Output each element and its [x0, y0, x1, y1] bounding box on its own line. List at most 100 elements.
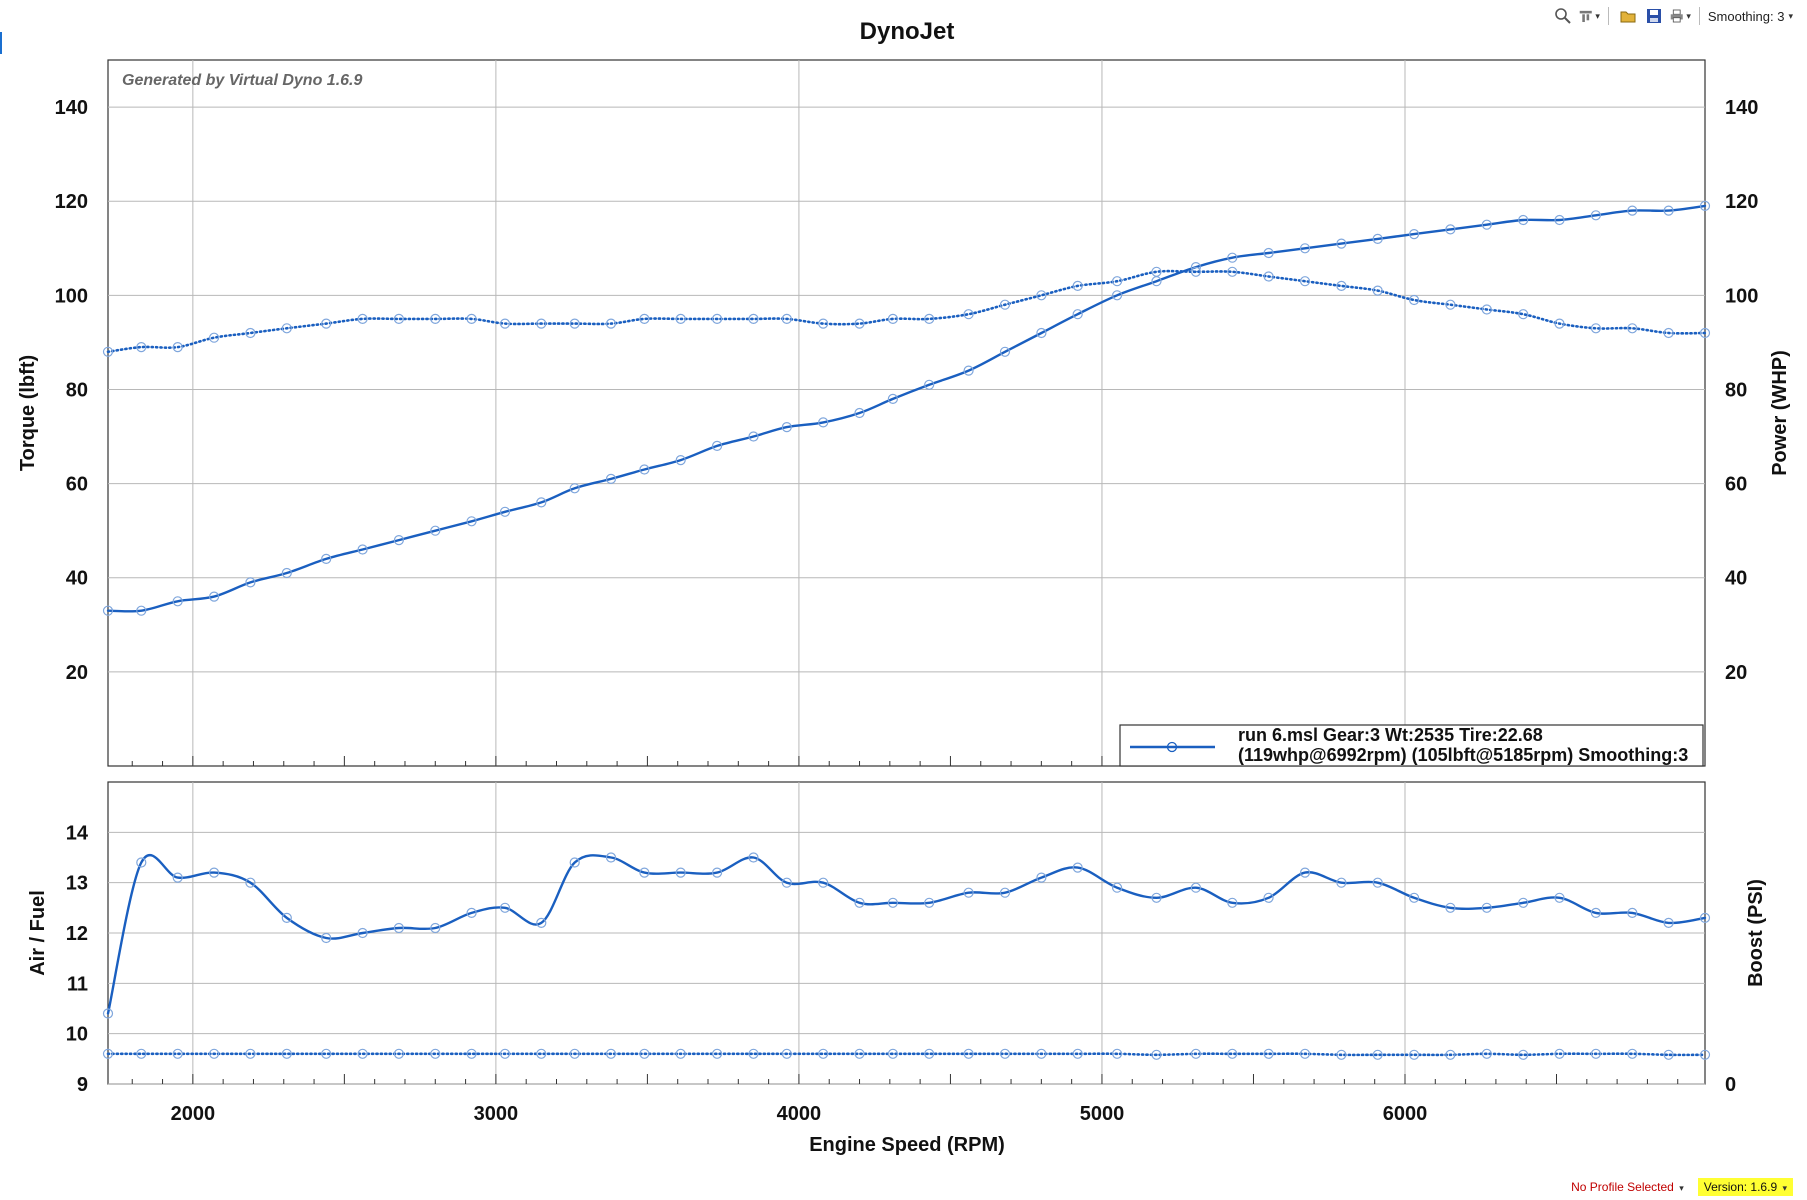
data-point: [1445, 299, 1456, 310]
grid-top: [108, 60, 1705, 766]
data-point: [999, 1048, 1011, 1059]
data-point: [1299, 867, 1311, 878]
data-point: [748, 431, 759, 442]
data-point: [1111, 276, 1123, 287]
data-point: [1151, 266, 1162, 277]
data-point: [172, 1048, 183, 1059]
y-axis-label-power: Power (WHP): [1769, 350, 1791, 476]
data-point: [357, 313, 368, 324]
data-point: [1481, 1048, 1492, 1059]
data-point: [1227, 897, 1238, 908]
data-point: [569, 483, 580, 494]
data-point: [999, 887, 1011, 898]
data-point: [357, 927, 368, 939]
data-point: [781, 1048, 792, 1059]
data-point: [102, 346, 114, 357]
save-icon[interactable]: [1643, 6, 1665, 26]
data-point: [1481, 902, 1492, 913]
data-point: [639, 464, 650, 475]
data-point: [1227, 1048, 1238, 1059]
y-tick-label-left: 60: [66, 474, 88, 496]
data-point: [1590, 907, 1602, 919]
data-point: [639, 313, 650, 324]
data-point: [1111, 882, 1123, 893]
data-point: [499, 506, 511, 517]
series-line-power-whp: [106, 204, 1707, 613]
y-tick-label-left: 80: [66, 379, 88, 401]
data-point: [102, 605, 114, 616]
data-point: [245, 577, 256, 588]
data-point: [466, 313, 477, 324]
data-point: [1590, 210, 1602, 221]
data-point: [1554, 318, 1565, 329]
data-point: [1663, 205, 1674, 216]
data-point: [499, 1048, 511, 1059]
data-point: [536, 917, 547, 929]
printer-icon[interactable]: ▾: [1669, 6, 1691, 26]
data-point: [748, 1048, 759, 1059]
folder-icon[interactable]: [1617, 6, 1639, 26]
data-point: [711, 867, 723, 878]
data-point: [1699, 912, 1711, 924]
chevron-down-icon: ▾: [1679, 1183, 1684, 1193]
data-point: [924, 1048, 935, 1059]
air-fuel-boost-panel: 2000 3000 4000 5000 6000 9 10 11 12 13 14 0 Air / F…: [27, 781, 1767, 1125]
data-point: [1036, 872, 1047, 883]
data-point: [781, 422, 792, 433]
smoothing-dropdown[interactable]: Smoothing: 3 ▾: [1708, 9, 1793, 24]
data-point: [781, 313, 792, 324]
series-top: [102, 200, 1711, 616]
data-point: [245, 1048, 256, 1059]
data-point: [1518, 214, 1529, 226]
legend[interactable]: run 6.msl Gear:3 Wt:2535 Tire:22.68 (119…: [1119, 724, 1704, 767]
data-point: [781, 877, 792, 888]
y-tick-label-left: 100: [55, 285, 88, 307]
data-point: [1481, 304, 1492, 315]
data-point: [1336, 1049, 1347, 1060]
data-point: [281, 323, 292, 334]
data-point: [357, 1048, 368, 1059]
y-tick-label-left: 20: [66, 662, 88, 684]
data-point: [854, 407, 865, 419]
version-badge[interactable]: Version: 1.6.9 ▾: [1697, 1178, 1793, 1196]
data-point: [1299, 243, 1311, 254]
data-point: [999, 346, 1011, 357]
y-tick-label-left: 140: [55, 97, 88, 119]
data-point: [1190, 266, 1202, 277]
data-point: [1227, 266, 1238, 277]
y-tick-label-left: 40: [66, 568, 88, 590]
data-point: [281, 1048, 292, 1059]
data-point: [245, 877, 256, 888]
data-point: [172, 342, 183, 353]
data-point: [818, 877, 829, 888]
data-point: [1036, 290, 1047, 301]
y-tick-label-left: 12: [66, 923, 88, 945]
data-point: [172, 596, 183, 607]
data-point: [1408, 294, 1420, 306]
data-point: [1699, 327, 1711, 339]
magnifier-icon[interactable]: [1552, 6, 1574, 26]
data-point: [1151, 1049, 1162, 1060]
data-point: [711, 313, 723, 324]
legend-box: [1119, 724, 1704, 767]
series-line-boost-psi: [106, 1052, 1707, 1057]
chevron-down-icon: ▾: [1686, 10, 1691, 21]
filter-icon[interactable]: ▾: [1578, 6, 1600, 26]
data-point: [569, 1048, 580, 1059]
profile-selector[interactable]: No Profile Selected ▾: [1571, 1180, 1684, 1194]
data-point: [321, 553, 332, 565]
data-point: [1299, 276, 1311, 287]
data-point: [393, 534, 404, 546]
chevron-down-icon: ▾: [1788, 10, 1793, 21]
data-point: [321, 932, 332, 944]
data-point: [1072, 280, 1083, 291]
data-point: [999, 299, 1011, 310]
data-point: [1036, 1048, 1047, 1059]
y-axis-label-boost: Boost (PSI): [1745, 879, 1767, 987]
status-bar: No Profile Selected ▾ Version: 1.6.9 ▾: [1571, 1176, 1793, 1198]
y-tick-label-left: 14: [66, 822, 89, 844]
data-point: [1590, 323, 1602, 334]
data-point: [1263, 271, 1274, 282]
data-point: [963, 365, 974, 376]
